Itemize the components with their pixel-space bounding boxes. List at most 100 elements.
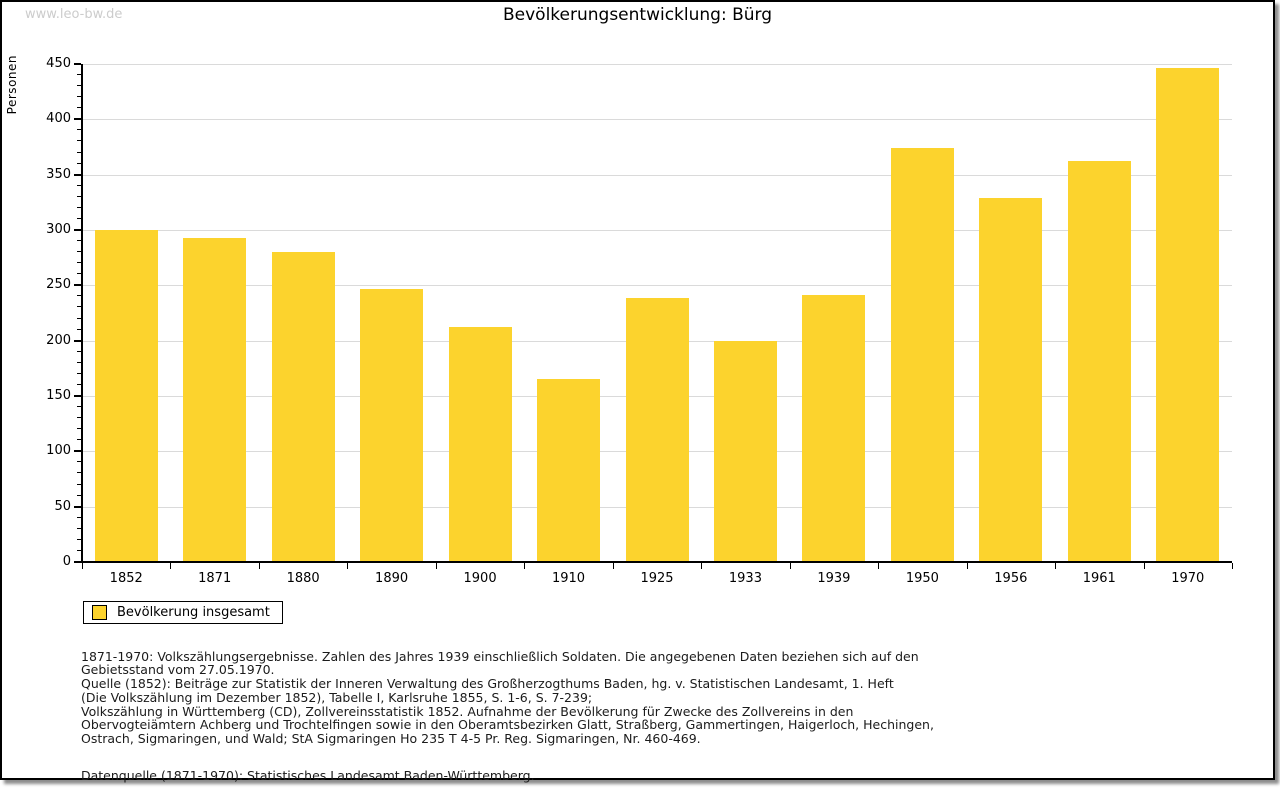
x-tick-label: 1871 [198, 571, 232, 586]
plot-area: 0 50 100 150 200 250 300 350 400 450 1852 1871 1880… [46, 56, 1233, 586]
y-minor-tick [77, 439, 81, 441]
y-tick-label: 150 [46, 388, 71, 403]
y-major-tick [74, 395, 81, 397]
bar-1871 [183, 237, 247, 562]
y-major-tick [74, 339, 81, 342]
y-major-tick [74, 450, 81, 453]
bar-1950 [890, 148, 954, 562]
x-tick-label: 1970 [1171, 571, 1205, 586]
x-tick [966, 563, 968, 569]
y-minor-tick [77, 151, 81, 153]
y-tick-label: 350 [46, 166, 71, 182]
datasource-line: Datenquelle (1871-1970): Statistisches L… [81, 768, 535, 784]
y-tick-label: 450 [46, 56, 71, 71]
gridline-450 [82, 64, 1232, 65]
y-minor-tick [77, 273, 81, 275]
x-tick [435, 563, 437, 569]
y-minor-tick [77, 206, 81, 208]
y-minor-tick [77, 494, 81, 496]
y-major-tick [74, 173, 81, 176]
y-axis-line [81, 64, 83, 562]
y-major-tick [74, 505, 81, 508]
x-tick [1232, 563, 1233, 569]
y-minor-tick [77, 295, 81, 297]
bar-1880 [271, 252, 335, 562]
y-major-tick [74, 118, 81, 121]
x-tick [170, 563, 172, 569]
y-tick-label: 0 [62, 554, 71, 569]
gridline-300 [82, 230, 1232, 231]
y-minor-tick [77, 306, 81, 308]
y-major-tick [74, 561, 81, 563]
y-minor-tick [77, 129, 81, 131]
y-tick-label: 50 [54, 498, 71, 514]
y-minor-tick [77, 538, 81, 540]
y-minor-tick [77, 549, 81, 551]
y-minor-tick [77, 217, 81, 219]
y-minor-tick [77, 472, 81, 474]
x-tick-label: 1890 [375, 571, 409, 586]
bar-1852 [94, 230, 158, 562]
y-minor-tick [77, 406, 81, 408]
bar-1900 [448, 327, 512, 562]
bar-1970 [1156, 68, 1220, 562]
x-tick-label: 1956 [994, 571, 1028, 586]
y-major-tick [74, 229, 81, 231]
bar-1910 [537, 379, 601, 562]
y-major-tick [74, 284, 81, 287]
y-tick-label: 300 [46, 222, 71, 237]
x-tick-label: 1910 [551, 571, 586, 586]
y-minor-tick [77, 383, 81, 385]
bar-1956 [979, 197, 1043, 562]
y-minor-tick [77, 483, 81, 485]
y-minor-tick [77, 107, 81, 109]
x-tick [612, 563, 614, 569]
x-tick [1055, 563, 1057, 569]
y-minor-tick [77, 317, 81, 319]
y-minor-tick [77, 350, 81, 352]
y-minor-tick [77, 461, 81, 463]
y-minor-tick [77, 328, 81, 330]
x-tick-label: 1900 [463, 571, 497, 586]
gridline-350 [82, 174, 1232, 176]
y-minor-tick [77, 184, 81, 186]
bar-1939 [802, 295, 866, 562]
x-tick [878, 563, 880, 569]
bar-1961 [1067, 161, 1131, 562]
y-tick-label: 250 [46, 277, 71, 293]
x-tick [789, 563, 791, 569]
x-tick-label: 1880 [286, 571, 320, 586]
x-tick-label: 1950 [905, 571, 939, 586]
site-watermark: www.leo-bw.de [25, 7, 123, 22]
x-tick-label: 1925 [640, 571, 674, 586]
y-minor-tick [77, 251, 81, 253]
x-tick-label: 1961 [1082, 571, 1116, 586]
y-minor-tick [77, 417, 81, 419]
y-minor-tick [77, 162, 81, 164]
x-tick [701, 563, 703, 569]
source-notes: 1871-1970: Volkszählungsergebnisse. Zahl… [81, 636, 1231, 797]
y-minor-tick [77, 372, 81, 374]
y-minor-tick [77, 262, 81, 264]
y-minor-tick [77, 516, 81, 518]
y-tick-label: 200 [46, 332, 71, 348]
bar-1890 [360, 288, 424, 562]
y-major-tick [74, 63, 81, 65]
y-minor-tick [77, 240, 81, 242]
x-tick [1143, 563, 1145, 569]
x-tick-label: 1852 [109, 571, 143, 586]
x-tick [347, 563, 349, 569]
y-minor-tick [77, 195, 81, 197]
legend-label: Bevölkerung insgesamt [117, 605, 270, 620]
chart-page: www.leo-bw.de Bevölkerungsentwicklung: B… [0, 0, 1275, 783]
source-paragraph: 1871-1970: Volkszählungsergebnisse. Zahl… [81, 648, 934, 746]
bar-1933 [713, 340, 777, 562]
gridline-400 [82, 119, 1232, 121]
x-tick [258, 563, 260, 569]
y-minor-tick [77, 428, 81, 430]
y-tick-label: 100 [46, 443, 71, 459]
x-tick-label: 1933 [728, 571, 762, 586]
x-tick-label: 1939 [817, 571, 851, 586]
y-minor-tick [77, 361, 81, 363]
chart-title: Bevölkerungsentwicklung: Bürg [502, 5, 773, 25]
